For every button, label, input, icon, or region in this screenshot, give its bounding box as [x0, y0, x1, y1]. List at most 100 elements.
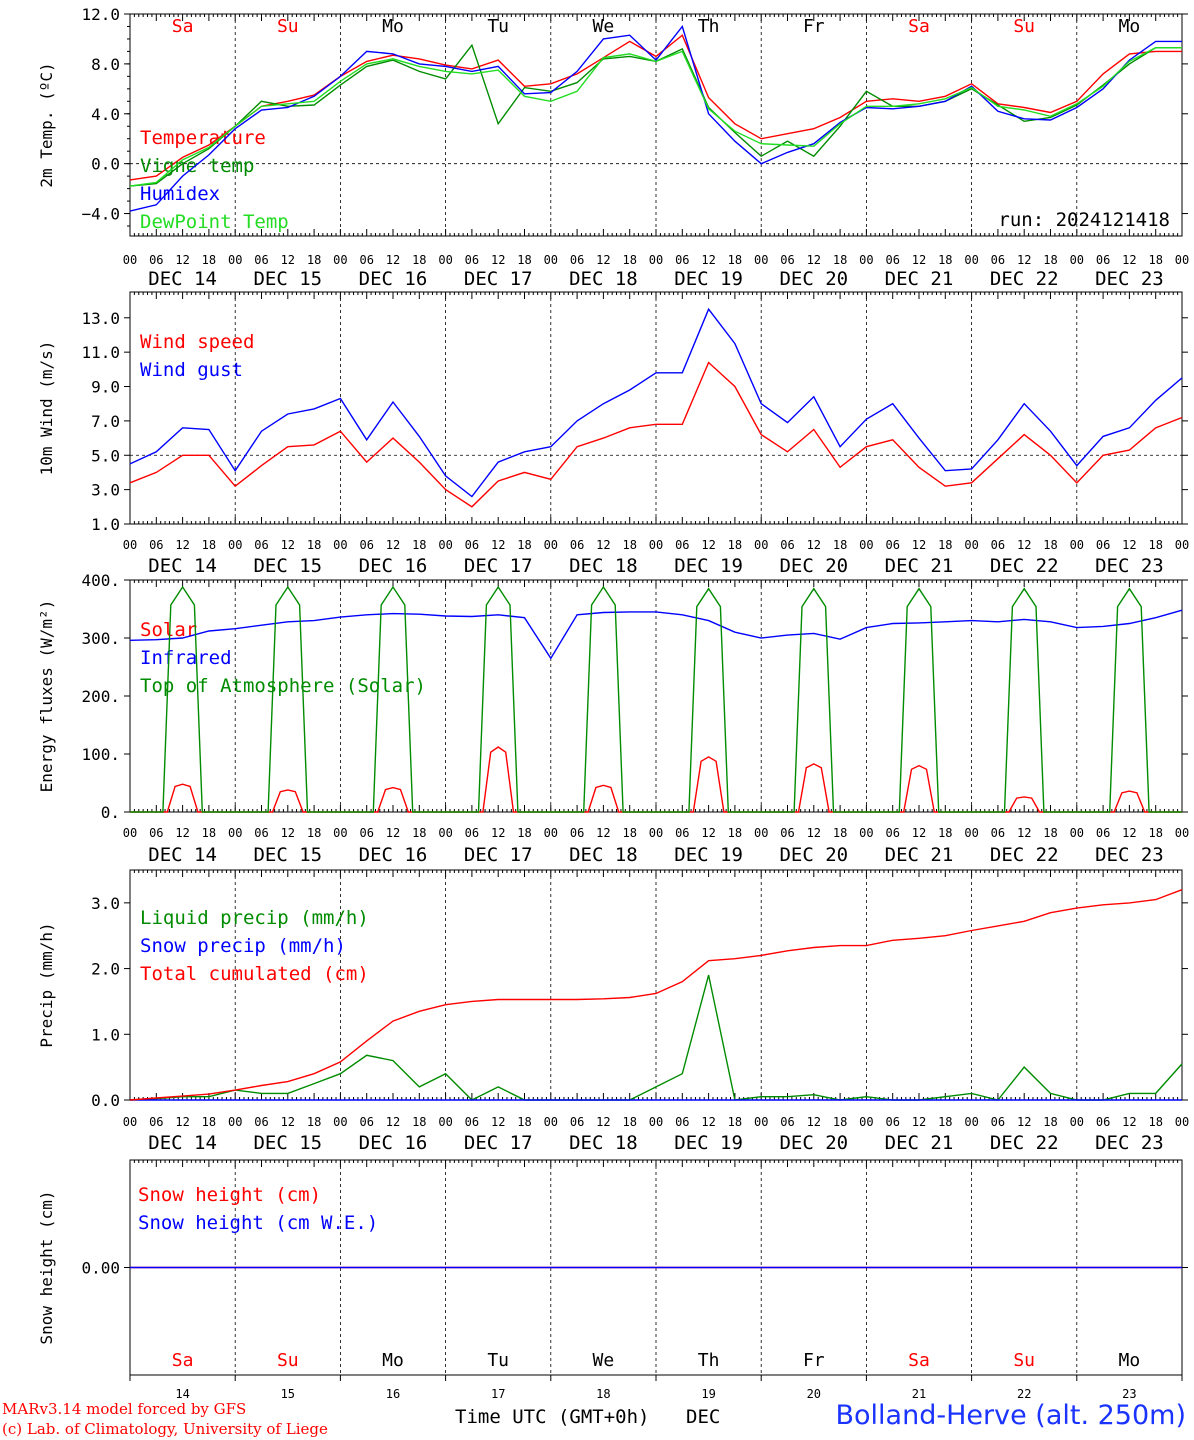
hour-tick-label: 18 [1148, 826, 1162, 840]
hour-tick-label: 12 [1017, 1115, 1031, 1129]
hour-tick-label: 18 [517, 1115, 531, 1129]
y-tick-label: 100. [81, 745, 120, 764]
hour-tick-label: 12 [281, 1115, 295, 1129]
hour-tick-label: 00 [649, 1115, 663, 1129]
y-tick-label: 8.0 [91, 55, 120, 74]
hour-tick-label: 12 [175, 1115, 189, 1129]
hour-tick-label: 12 [386, 1115, 400, 1129]
hour-tick-label: 18 [412, 538, 426, 552]
date-label: DEC 16 [359, 1132, 428, 1154]
date-label: DEC 19 [674, 555, 743, 577]
legend-entry: Total cumulated (cm) [140, 963, 369, 985]
legend-entry: Snow height (cm) [138, 1184, 321, 1206]
y-tick-label: 12.0 [81, 5, 120, 24]
hour-tick-label: 18 [1043, 253, 1057, 267]
weekday-label-bottom: Sa [172, 1350, 194, 1371]
hour-tick-label: 06 [675, 253, 689, 267]
hour-tick-label: 12 [596, 826, 610, 840]
date-label: DEC 23 [1095, 268, 1164, 290]
hour-tick-label: 00 [1175, 538, 1189, 552]
hour-tick-label: 00 [1070, 253, 1084, 267]
hour-tick-label: 12 [1122, 253, 1136, 267]
hour-tick-label: 18 [833, 538, 847, 552]
weekday-label-top: Fr [803, 16, 825, 37]
hour-tick-label: 18 [622, 253, 636, 267]
hour-tick-label: 00 [1070, 1115, 1084, 1129]
weekday-label-top: Mo [382, 16, 404, 37]
series-line-dewpoint-temp [129, 47, 1182, 187]
hour-tick-label: 18 [412, 253, 426, 267]
hour-tick-label: 06 [780, 1115, 794, 1129]
hour-tick-label: 18 [833, 1115, 847, 1129]
legend-entry: Solar [140, 619, 197, 641]
date-label: DEC 21 [885, 555, 954, 577]
hour-tick-label: 18 [1148, 253, 1162, 267]
date-label: DEC 18 [569, 1132, 638, 1154]
y-tick-label: 200. [81, 687, 120, 706]
date-label: DEC 14 [148, 555, 217, 577]
hour-tick-label: 06 [149, 538, 163, 552]
y-tick-label: 3.0 [91, 894, 120, 913]
hour-tick-label: 12 [175, 538, 189, 552]
date-label: DEC 15 [253, 268, 322, 290]
hour-tick-label: 06 [885, 253, 899, 267]
hour-tick-label: 12 [281, 253, 295, 267]
date-label: DEC 17 [464, 268, 533, 290]
date-label: DEC 19 [674, 268, 743, 290]
y-axis-label: 2m Temp. (ºC) [37, 62, 56, 187]
hour-tick-label: 12 [281, 826, 295, 840]
hour-tick-label: 00 [123, 826, 137, 840]
hour-tick-label: 18 [1148, 538, 1162, 552]
hour-tick-label: 00 [859, 253, 873, 267]
legend-entry: Humidex [140, 183, 220, 205]
date-label: DEC 15 [253, 844, 322, 866]
hour-tick-label: 00 [438, 253, 452, 267]
hour-tick-label: 06 [149, 253, 163, 267]
hour-tick-label: 00 [438, 1115, 452, 1129]
legend-entry: Liquid precip (mm/h) [140, 907, 369, 929]
hour-tick-label: 00 [438, 826, 452, 840]
series-line-top-of-atmosphere-solar- [130, 585, 1182, 813]
hour-tick-label: 18 [412, 826, 426, 840]
hour-tick-label: 12 [386, 538, 400, 552]
date-label: DEC 21 [885, 1132, 954, 1154]
hour-tick-label: 06 [254, 253, 268, 267]
hour-tick-label: 18 [622, 826, 636, 840]
day-number-label: 15 [281, 1387, 295, 1401]
day-number-label: 22 [1017, 1387, 1031, 1401]
weekday-label-top: Th [698, 16, 720, 37]
lab-credit: (c) Lab. of Climatology, University of L… [2, 1420, 328, 1438]
hour-tick-label: 12 [491, 253, 505, 267]
weekday-label-top: Su [277, 16, 299, 37]
hour-tick-label: 00 [544, 1115, 558, 1129]
hour-tick-label: 06 [1096, 538, 1110, 552]
y-tick-label: 5.0 [91, 446, 120, 465]
day-number-label: 21 [912, 1387, 926, 1401]
y-tick-label: 1.0 [91, 1025, 120, 1044]
series-line-wind-gust [129, 307, 1183, 498]
hour-tick-label: 00 [228, 538, 242, 552]
day-number-label: 19 [701, 1387, 715, 1401]
hour-tick-label: 00 [123, 253, 137, 267]
hour-tick-label: 18 [412, 1115, 426, 1129]
hour-tick-label: 06 [570, 1115, 584, 1129]
date-label: DEC 17 [464, 1132, 533, 1154]
hour-tick-label: 18 [307, 253, 321, 267]
series-line-liquid-precip-mm-h- [129, 974, 1183, 1101]
date-label: DEC 20 [779, 1132, 848, 1154]
y-tick-label: 300. [81, 629, 120, 648]
chart-panel-1: 00 06 12 18 00 06 12 18 00 06 12 18 00 06 12 18 00 06 12 18… [37, 5, 1189, 290]
weekday-label-bottom: Mo [1119, 1350, 1141, 1371]
y-tick-label: 4.0 [91, 105, 120, 124]
hour-tick-label: 00 [754, 826, 768, 840]
hour-tick-label: 18 [202, 538, 216, 552]
hour-tick-label: 00 [859, 1115, 873, 1129]
hour-tick-label: 18 [517, 253, 531, 267]
weekday-label-bottom: Th [698, 1350, 720, 1371]
hour-tick-label: 18 [517, 538, 531, 552]
y-tick-label: 11.0 [81, 343, 120, 362]
hour-tick-label: 00 [1175, 1115, 1189, 1129]
hour-tick-label: 06 [885, 538, 899, 552]
date-label: DEC 20 [779, 844, 848, 866]
legend-entry: Temperature [140, 127, 266, 149]
